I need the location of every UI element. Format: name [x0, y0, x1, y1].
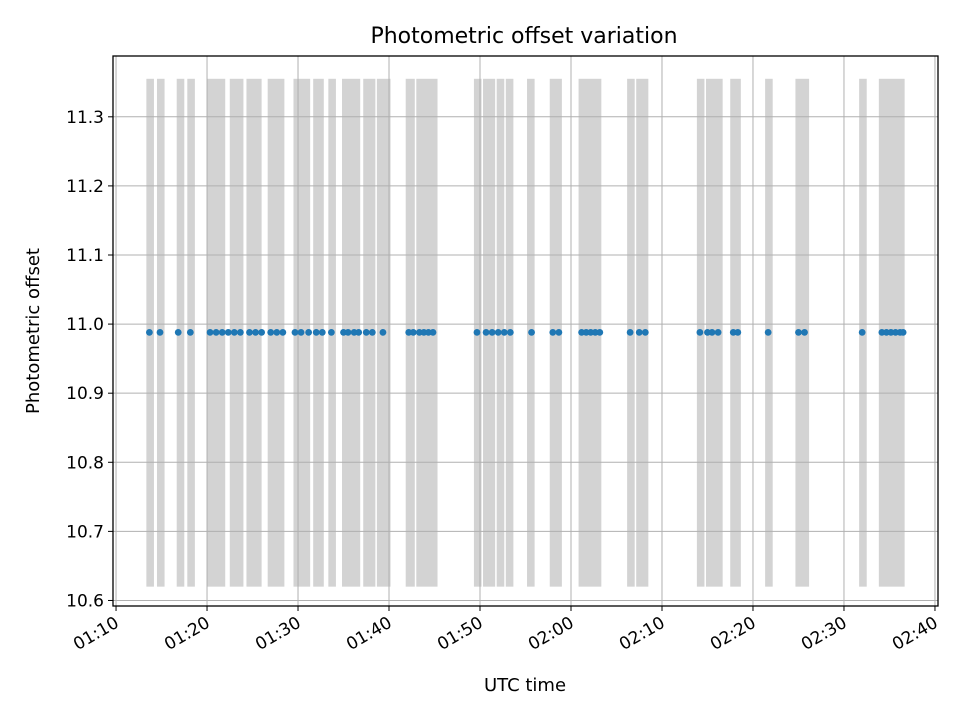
data-point — [714, 328, 722, 336]
data-point — [327, 328, 335, 336]
data-point — [279, 328, 287, 336]
data-point — [305, 328, 313, 336]
y-tick-label: 10.7 — [66, 522, 104, 542]
data-point — [795, 328, 802, 336]
data-point — [429, 328, 437, 336]
data-point — [801, 328, 808, 336]
data-point — [641, 328, 649, 336]
data-point — [186, 328, 194, 336]
data-point — [734, 328, 742, 336]
y-tick-label: 10.9 — [66, 384, 104, 404]
y-tick-label: 10.6 — [66, 591, 104, 611]
data-point — [318, 328, 326, 336]
y-tick-label: 11.3 — [66, 108, 104, 128]
data-point — [156, 328, 164, 336]
x-axis-label: UTC time — [484, 675, 566, 696]
data-point — [696, 328, 704, 336]
data-point — [368, 328, 376, 336]
chart-title: Photometric offset variation — [370, 24, 677, 49]
data-point — [409, 328, 417, 336]
data-point — [379, 328, 387, 336]
data-point — [488, 328, 496, 336]
data-point — [252, 328, 259, 336]
data-point — [355, 328, 363, 336]
y-tick-label: 11.0 — [66, 315, 104, 335]
data-point — [297, 328, 305, 336]
data-point — [291, 328, 299, 336]
data-point — [174, 328, 182, 336]
plot-area: 01:10 01:20 01:30 01:40 01:50 02:00 02:10 02:20… — [66, 55, 941, 655]
data-point — [899, 328, 907, 336]
data-point — [344, 328, 352, 336]
y-axis-label: Photometric offset — [23, 248, 44, 414]
data-point — [236, 328, 244, 336]
data-point — [230, 328, 238, 336]
data-points — [145, 328, 907, 336]
data-point — [506, 328, 514, 336]
data-point — [267, 328, 275, 336]
y-tick-label: 11.2 — [66, 177, 104, 197]
data-point — [708, 328, 716, 336]
data-point — [500, 328, 508, 336]
data-point — [273, 328, 281, 336]
data-point — [626, 328, 634, 336]
plot-frame — [112, 55, 939, 607]
data-point — [596, 328, 604, 336]
data-point — [224, 328, 232, 336]
data-point — [246, 328, 253, 336]
data-point — [494, 328, 502, 336]
data-point — [145, 328, 153, 336]
data-point — [218, 328, 226, 336]
data-point — [473, 328, 481, 336]
data-point — [258, 328, 266, 336]
data-point — [212, 328, 220, 336]
data-point — [312, 328, 320, 336]
data-point — [482, 328, 490, 336]
data-point — [528, 328, 535, 336]
data-point — [206, 328, 214, 336]
y-tick-label: 10.8 — [66, 453, 104, 473]
data-point — [858, 328, 866, 336]
data-point — [635, 328, 643, 336]
data-point — [362, 328, 370, 336]
y-tick-label: 11.1 — [66, 246, 104, 266]
data-point — [764, 328, 772, 336]
y-axis-ticks: 10.6 10.7 10.8 10.9 11.0 11.1 11.2 11.3 — [66, 108, 113, 611]
data-point — [555, 328, 563, 336]
data-point — [549, 328, 557, 336]
